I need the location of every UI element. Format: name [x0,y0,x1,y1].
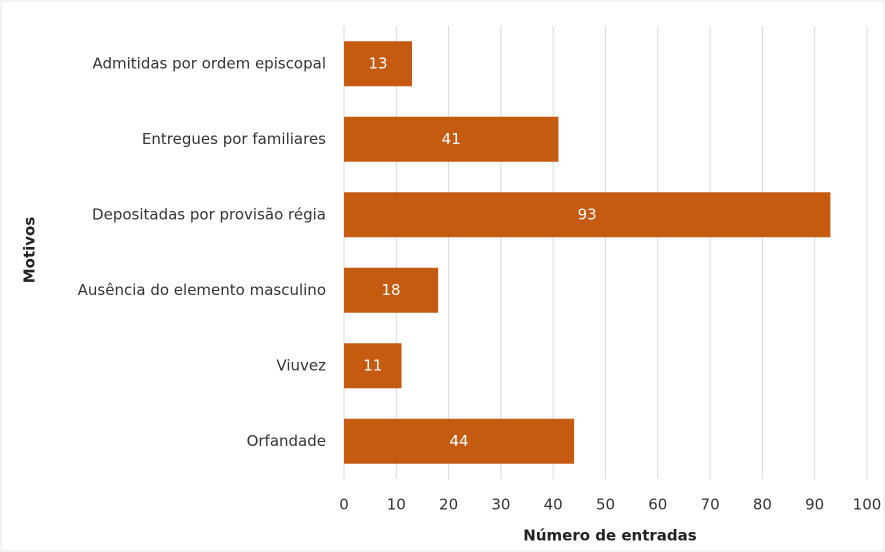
y-tick-label: Admitidas por ordem episcopal [92,54,326,72]
bar [344,418,575,464]
x-tick-label: 0 [339,496,349,514]
y-tick-label: Entregues por familiares [142,130,326,148]
x-tick-label: 30 [491,496,510,514]
value-label: 11 [363,356,382,374]
y-axis-label: Motivos [21,217,39,284]
y-tick-label: Depositadas por provisão régia [92,205,326,223]
value-label: 13 [368,54,387,72]
x-tick-label: 80 [753,496,772,514]
bar [344,267,439,313]
y-tick-label: Ausência do elemento masculino [78,281,326,299]
x-tick-label: 60 [648,496,667,514]
x-tick-label: 100 [853,496,882,514]
x-tick-label: 70 [701,496,720,514]
x-tick-label: 20 [439,496,458,514]
bar [344,343,402,389]
x-tick-label: 10 [387,496,406,514]
value-label: 44 [450,432,469,450]
y-tick-label: Orfandade [247,432,326,450]
value-label: 41 [442,130,461,148]
value-label: 18 [382,281,401,299]
x-tick-label: 90 [805,496,824,514]
value-label: 93 [578,205,597,223]
bar [344,41,412,87]
x-tick-label: 50 [596,496,615,514]
x-axis-label: Número de entradas [523,527,696,545]
bar [344,116,559,162]
bar [344,192,831,238]
y-tick-label: Viuvez [276,356,326,374]
x-tick-label: 40 [544,496,563,514]
